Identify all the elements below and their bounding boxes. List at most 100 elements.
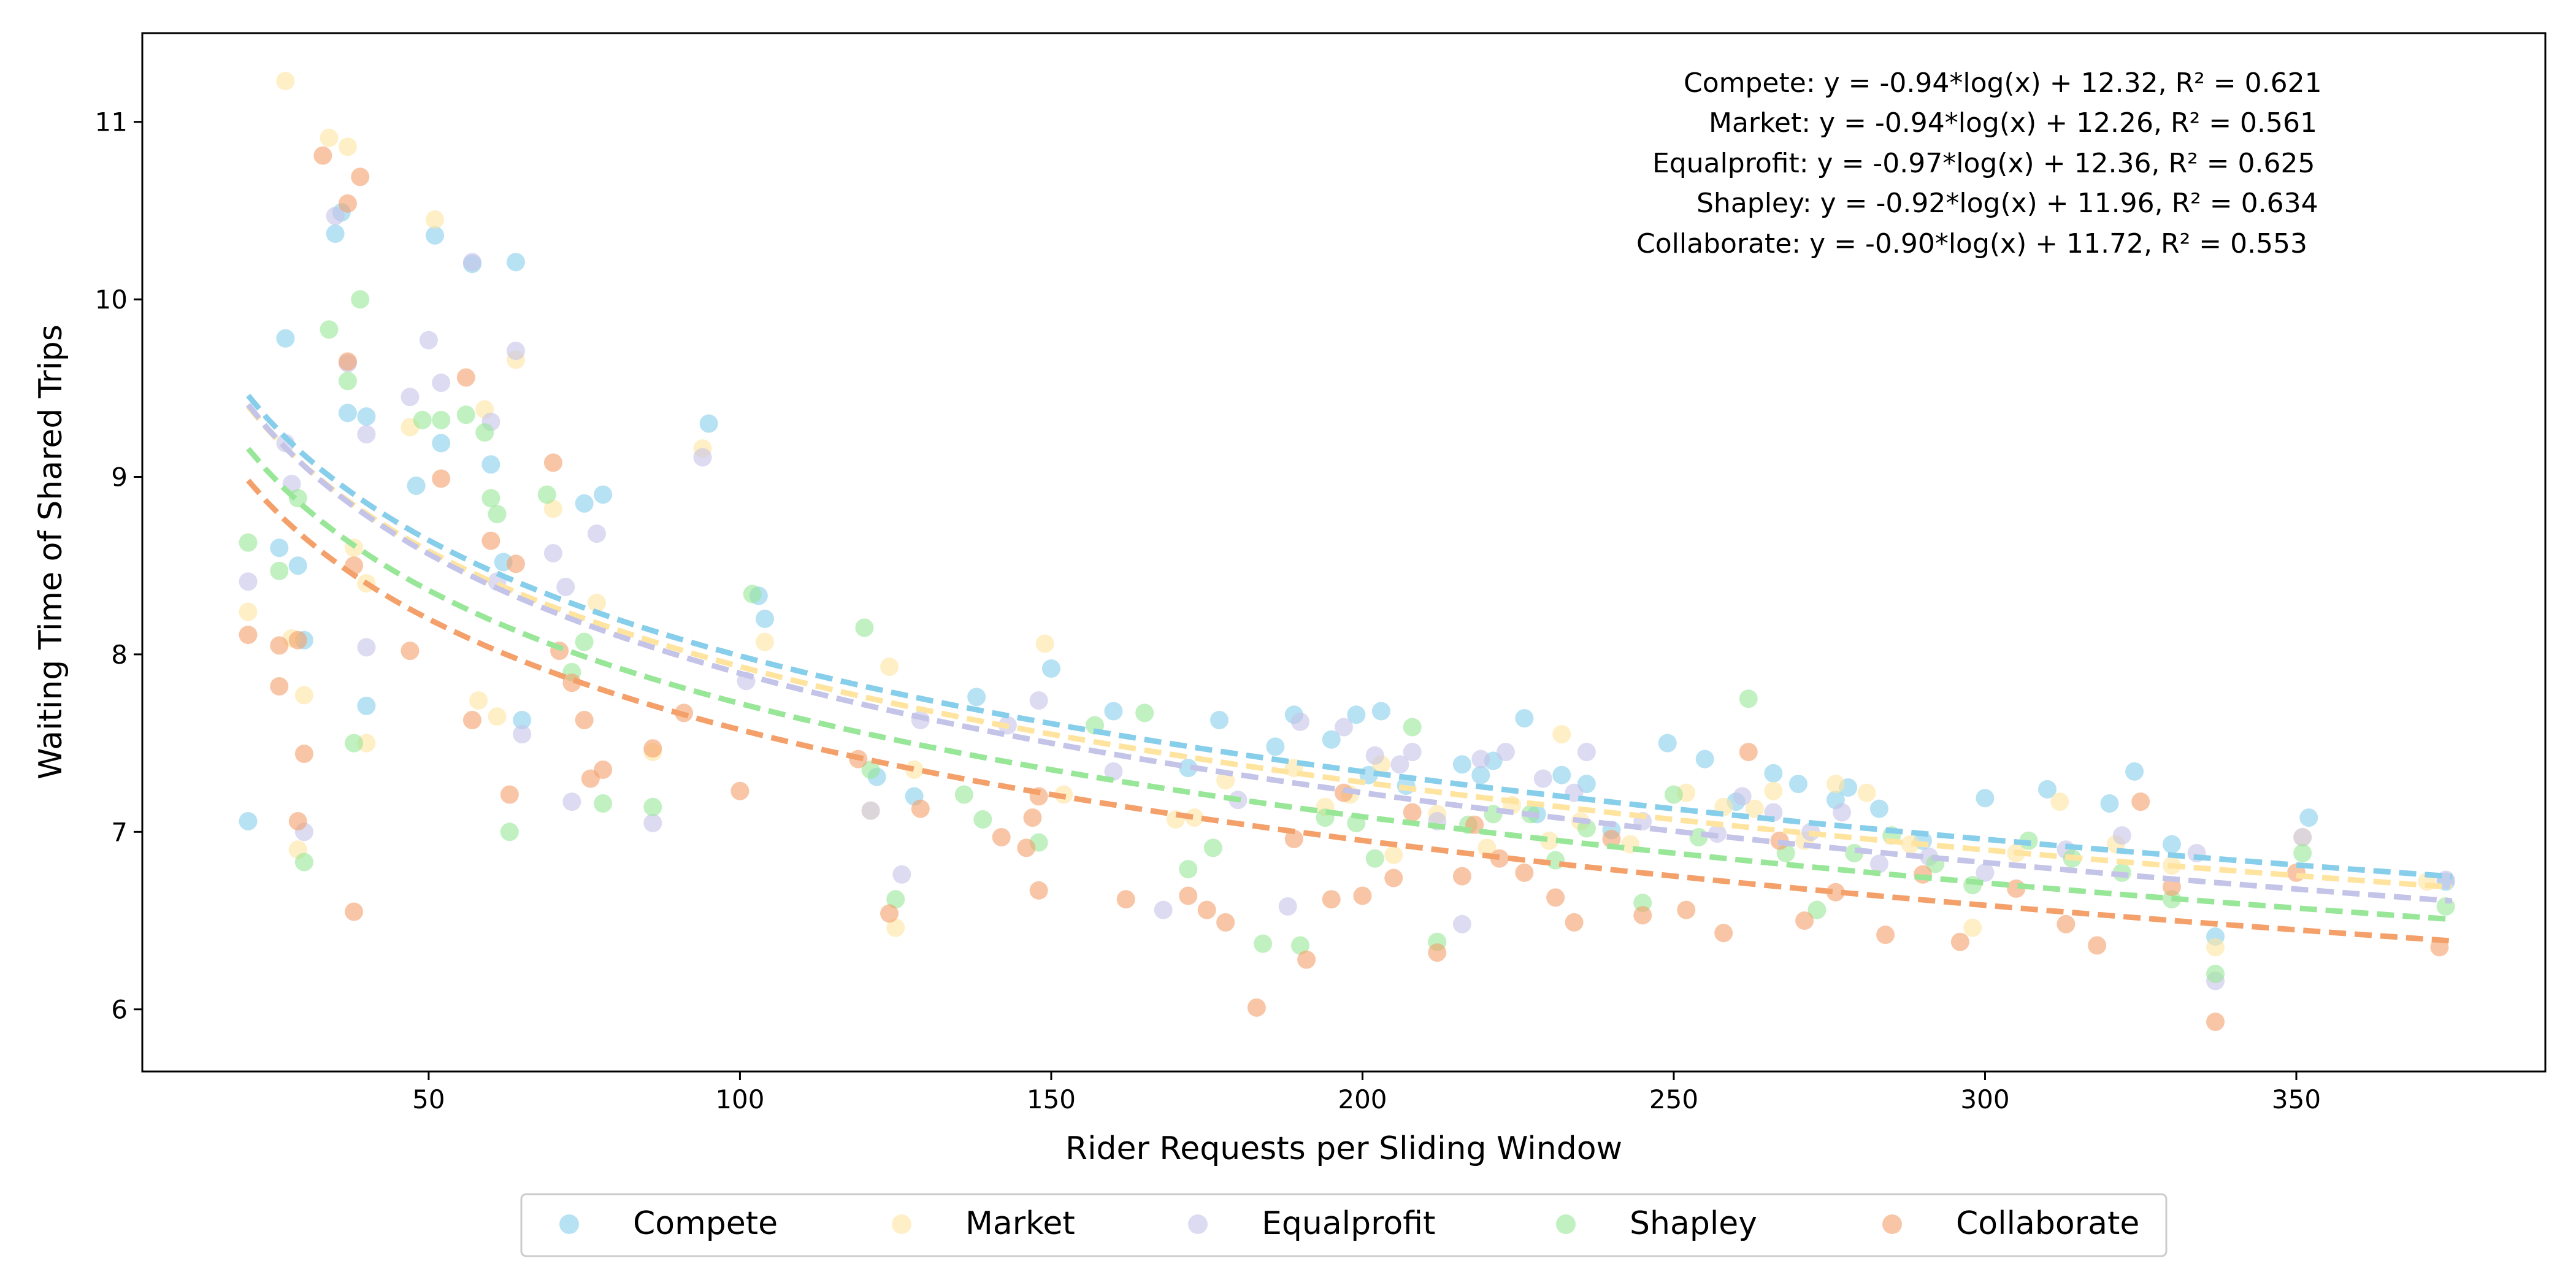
point-collaborate-49	[1452, 867, 1471, 886]
legend-label-compete: Compete	[633, 1205, 778, 1242]
point-equalprofit-17	[556, 577, 575, 596]
point-collaborate-0	[239, 626, 258, 645]
fit-line-compete	[246, 394, 2453, 880]
point-collaborate-48	[1428, 943, 1447, 962]
legend-label-market: Market	[965, 1205, 1075, 1242]
point-compete-38	[1471, 765, 1490, 784]
point-equalprofit-57	[2293, 827, 2312, 846]
point-collaborate-69	[2131, 792, 2150, 811]
fit-line-equalprofit	[246, 402, 2453, 904]
point-shapley-46	[1739, 689, 1758, 708]
point-compete-29	[1209, 710, 1229, 729]
point-shapley-17	[575, 632, 594, 651]
y-tick-label-6: 6	[111, 995, 128, 1025]
point-collaborate-27	[730, 781, 749, 800]
point-collaborate-32	[1017, 838, 1036, 857]
point-compete-26	[1041, 659, 1060, 678]
point-collaborate-36	[1116, 890, 1135, 909]
point-shapley-30	[1203, 838, 1222, 857]
point-equalprofit-40	[1496, 743, 1515, 762]
point-shapley-0	[239, 533, 258, 552]
legend-marker-compete	[559, 1214, 579, 1234]
legend-marker-market	[892, 1214, 911, 1234]
point-collaborate-67	[2057, 914, 2076, 933]
point-equalprofit-29	[1154, 900, 1173, 919]
point-collaborate-57	[1677, 900, 1696, 919]
point-collaborate-43	[1322, 890, 1341, 909]
point-compete-52	[1869, 799, 1888, 818]
point-compete-25	[967, 688, 986, 707]
x-tick-label-350: 350	[2272, 1084, 2321, 1114]
point-compete-46	[1695, 749, 1714, 769]
point-equalprofit-14	[507, 342, 526, 361]
point-compete-12	[432, 434, 451, 453]
point-market-38	[1539, 831, 1558, 850]
point-shapley-8	[413, 410, 432, 429]
point-compete-57	[2125, 762, 2144, 781]
point-collaborate-55	[1602, 829, 1621, 848]
point-collaborate-59	[1739, 743, 1758, 762]
point-shapley-18	[594, 794, 613, 813]
annotation-equalprofit: Equalprofit: y = -0.97*log(x) + 12.36, R…	[1652, 148, 2315, 179]
point-equalprofit-0	[239, 572, 258, 591]
point-shapley-7	[351, 290, 370, 309]
point-collaborate-52	[1515, 863, 1534, 882]
point-compete-3	[288, 556, 307, 575]
point-collaborate-40	[1247, 998, 1266, 1017]
fit-line-market	[246, 404, 2453, 890]
point-collaborate-16	[481, 531, 500, 550]
point-compete-33	[1347, 705, 1366, 724]
point-market-24	[905, 761, 924, 780]
point-compete-1	[270, 539, 289, 558]
point-compete-30	[1266, 737, 1285, 756]
y-tick-label-11: 11	[95, 107, 128, 137]
point-collaborate-58	[1714, 924, 1733, 943]
point-shapley-1	[270, 561, 289, 580]
point-compete-0	[239, 811, 258, 830]
point-market-47	[1826, 775, 1845, 794]
point-compete-42	[1552, 765, 1571, 784]
point-collaborate-46	[1384, 868, 1403, 887]
point-shapley-32	[1290, 936, 1309, 955]
point-collaborate-1	[270, 677, 289, 696]
point-market-5	[320, 128, 339, 147]
point-collaborate-14	[456, 368, 475, 387]
point-collaborate-11	[351, 167, 370, 186]
point-market-1	[276, 72, 295, 91]
y-axis-ticks: 6 7 8 9 10 11	[95, 107, 142, 1025]
point-equalprofit-43	[1577, 743, 1596, 762]
legend-marker-shapley	[1556, 1214, 1576, 1234]
point-collaborate-39	[1216, 913, 1235, 932]
point-collaborate-42	[1297, 950, 1316, 969]
point-equalprofit-20	[643, 813, 662, 832]
point-equalprofit-10	[432, 374, 451, 393]
point-collaborate-56	[1633, 906, 1652, 925]
x-axis-ticks: 50 100 150 200 250 300 350	[412, 1071, 2321, 1114]
point-collaborate-62	[1826, 883, 1845, 902]
legend-frame	[520, 1193, 2168, 1257]
point-compete-7	[338, 404, 357, 423]
point-collaborate-70	[2162, 878, 2181, 897]
point-equalprofit-18	[562, 792, 581, 811]
point-compete-60	[2299, 808, 2318, 827]
point-market-6	[338, 137, 357, 156]
point-shapley-14	[500, 822, 519, 841]
point-collaborate-41	[1284, 829, 1303, 848]
point-shapley-15	[537, 485, 556, 504]
point-equalprofit-9	[419, 331, 438, 350]
point-compete-40	[1515, 709, 1534, 728]
point-shapley-57	[2206, 964, 2225, 983]
point-equalprofit-7	[357, 638, 376, 657]
x-tick-label-150: 150	[1027, 1084, 1076, 1114]
legend-items: Compete Market Equalprofit Shapley Collabora…	[559, 1205, 2139, 1242]
point-shapley-3	[294, 853, 313, 872]
point-collaborate-63	[1876, 926, 1895, 945]
point-equalprofit-35	[1390, 755, 1409, 774]
point-collaborate-24	[594, 761, 613, 780]
point-compete-27	[1104, 702, 1123, 721]
y-tick-label-7: 7	[111, 817, 128, 847]
point-compete-8	[357, 407, 376, 426]
fit-lines	[246, 394, 2453, 944]
point-shapley-22	[861, 761, 880, 780]
